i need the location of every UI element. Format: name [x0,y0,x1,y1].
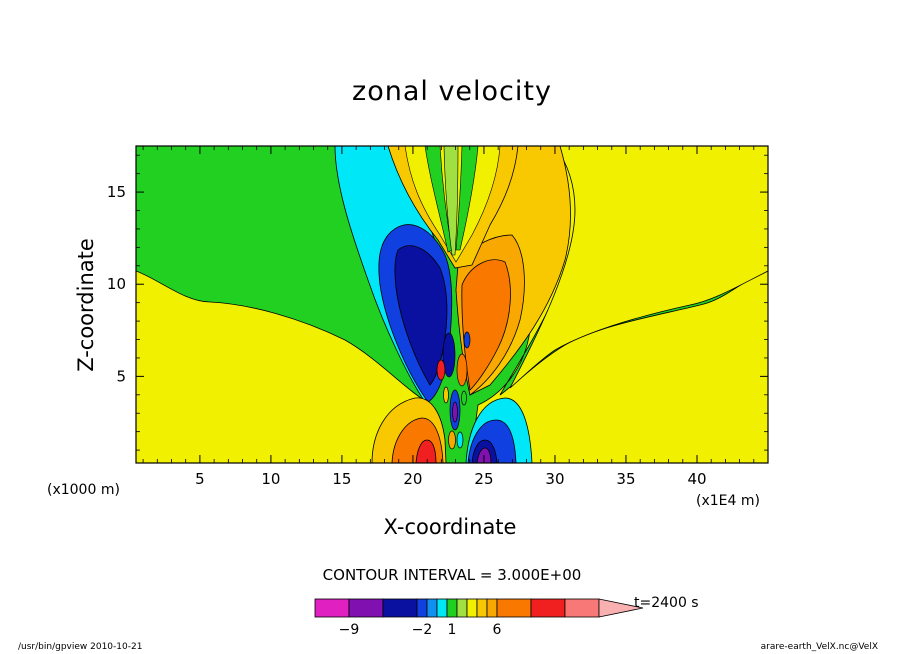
region-yellow-upper-right [509,146,768,389]
region-yellow-lower [136,270,441,463]
colorbar-segment [456,598,468,618]
colorbar-label: 6 [493,622,502,638]
colorbar-segment [530,598,566,618]
x-tick-label: 35 [616,470,635,488]
colorbar-segment [426,598,438,618]
x-tick-label: 25 [474,470,493,488]
colorbar-segment [476,598,488,618]
footer-right: arare-earth_VelX.nc@VelX [760,642,878,652]
colorbar-segment [446,598,458,618]
contour-interval-label: CONTOUR INTERVAL = 3.000E+00 [322,566,582,584]
x-axis-label: X-coordinate [383,515,517,539]
region-darkorange-right [461,259,511,391]
region-top-stripe-lime [443,146,459,256]
colorbar-segment [496,598,532,618]
footer-left: /usr/bin/gpview 2010-10-21 [18,642,143,652]
x-axis-unit: (x1000 m) [47,482,120,498]
y-tick-label: 15 [107,183,126,201]
colorbar-segment [564,598,600,618]
x-axis-unit-secondary: (x1E4 m) [696,493,760,509]
y-tick-label: 5 [116,367,126,385]
central-cells [436,331,471,450]
colorbar-arrow [598,598,644,618]
plot-frame [135,145,769,464]
colorbar-label: −9 [339,622,360,638]
colorbar-segment [382,598,418,618]
colorbar-segment [416,598,428,618]
colorbar: −9 −2 1 6 [314,598,644,638]
colorbar-segment [466,598,478,618]
colorbar-segment [314,598,350,618]
y-tick-label: 10 [107,275,126,293]
x-axis: 5 10 15 20 25 30 35 40 [142,146,755,488]
x-tick-label: 10 [261,470,280,488]
colorbar-segment [436,598,448,618]
region-top-stripe-green-2 [455,146,479,251]
colorbar-label: 1 [448,622,457,638]
colorbar-segment [348,598,384,618]
region-lower-red-left [415,439,437,463]
time-label: t=2400 s [634,595,699,611]
colorbar-segment [486,598,498,618]
contour-fill [136,146,768,463]
x-tick-label: 40 [687,470,706,488]
colorbar-label: −2 [412,622,433,638]
chart-title: zonal velocity [352,76,552,107]
y-axis: 5 10 15 [107,154,768,451]
x-tick-label: 15 [332,470,351,488]
x-tick-label: 30 [545,470,564,488]
x-tick-label: 20 [403,470,422,488]
x-tick-label: 5 [195,470,205,488]
